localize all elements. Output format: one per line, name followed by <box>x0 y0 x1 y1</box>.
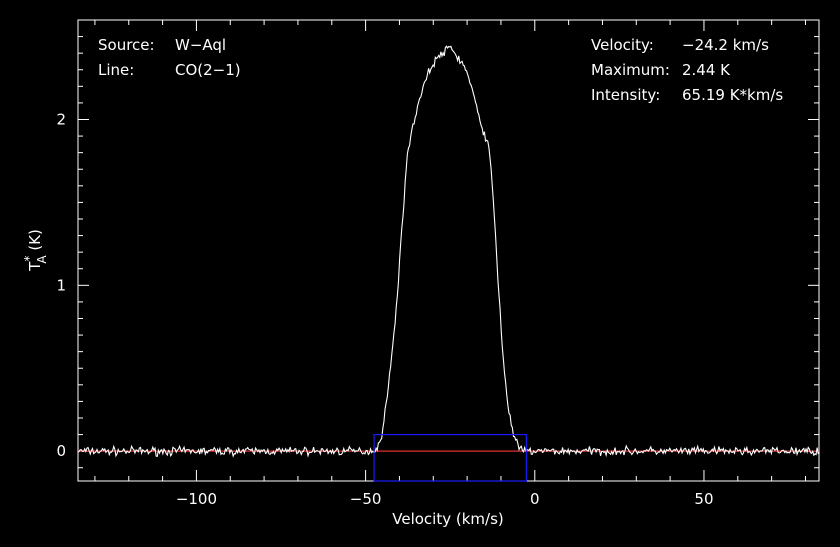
line-key: Line: <box>98 61 134 79</box>
velocity-value: −24.2 km/s <box>682 36 769 54</box>
spectrum-line <box>77 45 819 458</box>
y-axis-label-subscript: A <box>35 255 49 264</box>
y-tick-label: 1 <box>56 276 66 294</box>
intensity-key: Intensity: <box>591 86 660 104</box>
y-tick-label: 2 <box>56 110 66 128</box>
source-key: Source: <box>98 36 155 54</box>
info-right: Velocity: −24.2 km/s Maximum: 2.44 K Int… <box>591 36 783 104</box>
source-value: W−Aql <box>175 36 226 54</box>
y-axis-label-superscript: * <box>22 256 36 262</box>
x-tick-label: −100 <box>176 490 217 508</box>
x-axis-label: Velocity (km/s) <box>392 510 503 528</box>
intensity-value: 65.19 K*km/s <box>682 86 783 104</box>
y-tick-label: 0 <box>56 442 66 460</box>
info-left: Source: W−Aql Line: CO(2−1) <box>98 36 241 79</box>
x-tick-label: 50 <box>694 490 713 508</box>
maximum-value: 2.44 K <box>682 61 731 79</box>
line-value: CO(2−1) <box>175 61 241 79</box>
velocity-key: Velocity: <box>591 36 654 54</box>
y-axis-label-unit: (K) <box>26 229 44 255</box>
integration-window-box <box>373 433 527 482</box>
maximum-key: Maximum: <box>591 61 670 79</box>
y-tick-labels: 0 1 2 <box>56 110 66 460</box>
svg-text:T*A (K): T*A (K) <box>22 229 49 272</box>
x-tick-labels: −100 −50 0 50 <box>176 490 714 508</box>
y-axis-label: T*A (K) <box>22 229 49 272</box>
x-tick-label: 0 <box>530 490 540 508</box>
x-tick-label: −50 <box>350 490 382 508</box>
y-axis-label-main: T <box>26 261 44 272</box>
